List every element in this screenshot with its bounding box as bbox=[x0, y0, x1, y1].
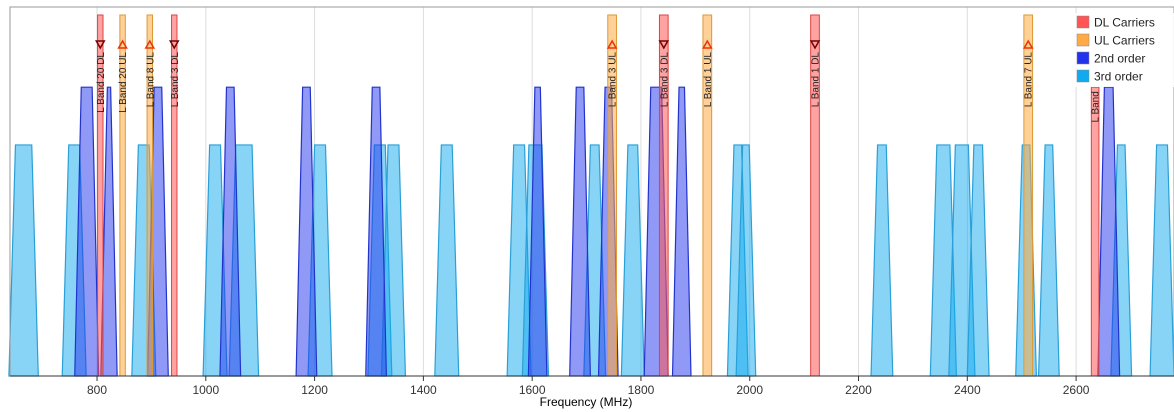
x-tick-label: 1000 bbox=[192, 383, 219, 397]
ul-marker-icon bbox=[117, 39, 128, 49]
legend-swatch bbox=[1076, 15, 1090, 29]
ul-marker-icon bbox=[144, 39, 156, 49]
third-order-series bbox=[8, 144, 1174, 377]
x-tick-label: 1600 bbox=[519, 383, 546, 397]
carrier-label: L Band 20 UL bbox=[118, 52, 129, 113]
x-tick-label: 1800 bbox=[628, 383, 655, 397]
carrier-label: L Band bbox=[1091, 91, 1102, 122]
x-tick-label: 2200 bbox=[845, 383, 872, 397]
x-tick-label: 2600 bbox=[1063, 383, 1090, 397]
ul-marker-icon bbox=[702, 39, 713, 49]
carrier-label: L Band 3 DL bbox=[659, 52, 670, 108]
carrier-label: L Band 1 UL bbox=[703, 52, 714, 108]
x-tick-label: 1400 bbox=[410, 383, 437, 397]
carrier-series bbox=[97, 14, 1100, 377]
ul-marker-icon bbox=[606, 39, 618, 49]
x-tick-label: 800 bbox=[87, 383, 107, 397]
x-tick-label: 2400 bbox=[954, 383, 981, 397]
legend-label: DL Carriers bbox=[1094, 16, 1155, 30]
legend-swatch bbox=[1076, 51, 1090, 65]
dl-carrier-bar bbox=[1090, 86, 1100, 377]
legend: DL Carriers UL Carriers 2nd order 3rd order bbox=[1072, 13, 1174, 87]
legend-label: 3rd order bbox=[1094, 70, 1143, 84]
dl-marker-icon bbox=[809, 40, 821, 50]
carrier-label: L Band 8 UL bbox=[145, 52, 156, 108]
x-tick-label: 1200 bbox=[301, 383, 328, 397]
carrier-label: L Band 3 DL bbox=[170, 52, 181, 108]
x-axis-label: Frequency (MHz) bbox=[540, 395, 633, 409]
x-tick-label: 2000 bbox=[736, 383, 763, 397]
carrier-labels: L Band 20 DL L Band 20 UL L Band 8 UL L Ban… bbox=[94, 39, 1102, 123]
ul-marker-icon bbox=[1022, 39, 1034, 49]
dl-marker-icon bbox=[94, 40, 106, 50]
carrier-label: L Band 1 DL bbox=[811, 52, 822, 108]
carrier-label: L Band 7 UL bbox=[1024, 52, 1035, 108]
legend-label: UL Carriers bbox=[1094, 34, 1155, 48]
x-axis-ticks: 800 1000 1200 1400 1600 1800 2000 2200 2400 2600 bbox=[87, 376, 1090, 397]
legend-swatch bbox=[1076, 33, 1090, 47]
legend-swatch bbox=[1076, 69, 1090, 83]
carrier-label: L Band 3 UL bbox=[608, 52, 619, 108]
carrier-label: L Band 20 DL bbox=[96, 52, 107, 113]
dl-marker-icon bbox=[658, 40, 670, 50]
legend-label: 2nd order bbox=[1094, 52, 1145, 66]
dl-marker-icon bbox=[168, 40, 180, 50]
